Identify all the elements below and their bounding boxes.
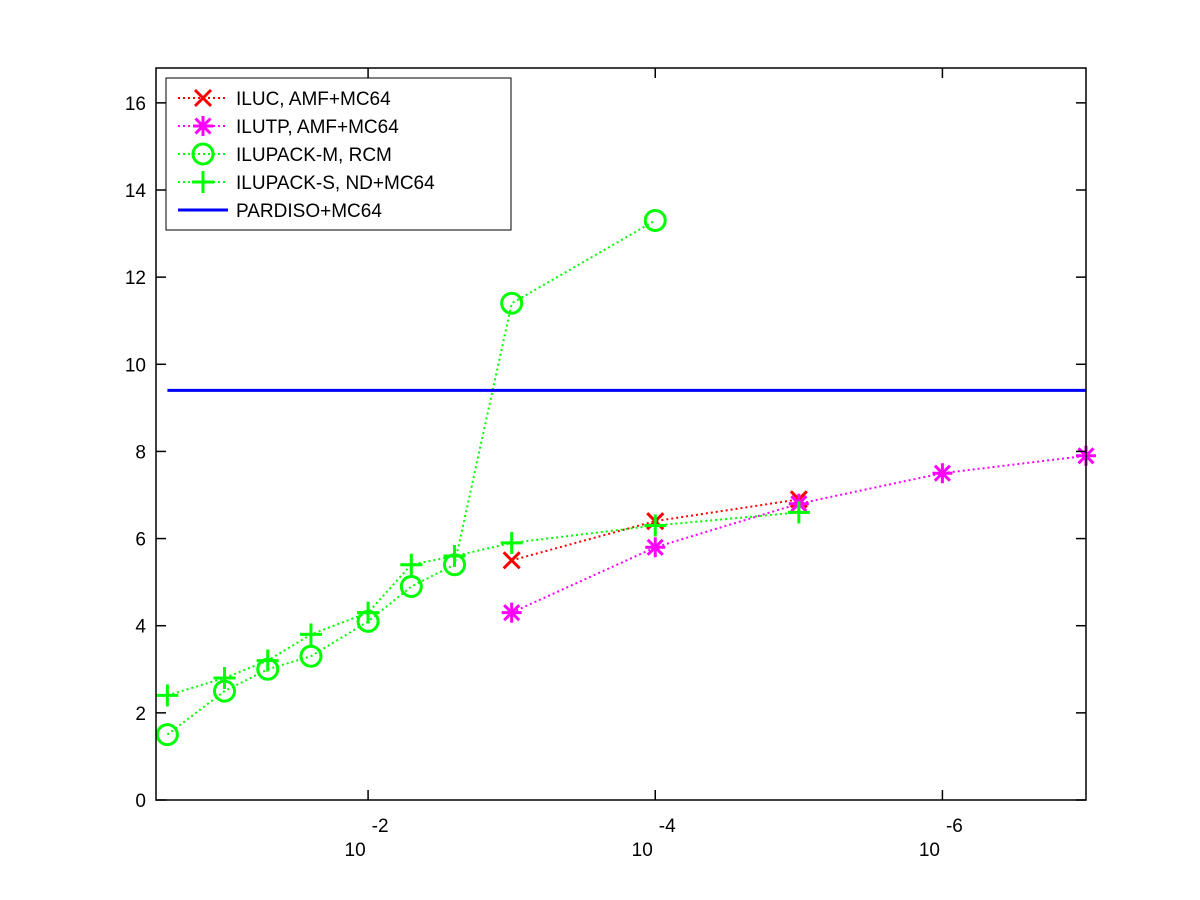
legend-marker-1 <box>193 88 213 108</box>
data-point-series-3 <box>399 575 423 598</box>
data-point-series-4 <box>400 553 423 576</box>
legend: ILUC, AMF+MC64 ILUTP, AMF+MC64 ILUPACK-M, … <box>165 77 512 231</box>
y-tick-label: 10 <box>125 355 146 376</box>
y-tick-label: 16 <box>125 94 146 115</box>
data-point-series-4 <box>256 649 279 672</box>
legend-label-3: ILUPACK-M, RCM <box>236 145 392 166</box>
y-tick-label: 2 <box>135 704 146 725</box>
y-tick-label: 14 <box>125 181 147 202</box>
legend-label-4: ILUPACK-S, ND+MC64 <box>236 173 435 194</box>
marker-stroke <box>399 575 423 598</box>
x-tick-label-exponent: -6 <box>946 816 963 837</box>
series-line-4 <box>167 511 799 697</box>
data-point-series-3 <box>299 644 323 668</box>
series-line-1 <box>511 498 799 562</box>
data-point-series-4 <box>299 623 322 646</box>
data-point-series-4 <box>156 684 179 707</box>
data-point-series-2 <box>501 602 522 623</box>
y-tick-label: 0 <box>135 791 146 812</box>
legend-label-1: ILUC, AMF+MC64 <box>236 89 391 110</box>
data-point-series-3 <box>155 723 179 747</box>
marker-stroke <box>299 644 323 668</box>
x-tick-label-exponent: -2 <box>372 816 389 837</box>
x-tick-label-base: 10 <box>919 840 940 861</box>
legend-marker-3 <box>191 142 215 166</box>
x-tick-label-base: 10 <box>632 840 653 861</box>
marker-stroke <box>502 551 521 570</box>
x-tick-label-exponent: -4 <box>659 816 676 837</box>
data-point-series-4 <box>644 514 667 537</box>
legend-label-2: ILUTP, AMF+MC64 <box>236 117 399 138</box>
marker-stroke <box>503 604 521 622</box>
marker-stroke <box>194 117 212 135</box>
axes-box <box>155 67 1087 801</box>
axes: 0 2 4 6 8 10 12 14 16 10 -2 10 -4 10 -6 <box>125 67 1087 861</box>
series-line-2 <box>511 454 1087 614</box>
marker-stroke <box>191 142 215 166</box>
marker-stroke <box>193 88 213 108</box>
y-tick-label: 6 <box>135 530 146 551</box>
data-point-series-4 <box>443 545 466 567</box>
marker-stroke <box>500 291 524 315</box>
data-point-series-1 <box>502 551 521 570</box>
plot-area <box>155 209 1096 747</box>
data-point-series-4 <box>787 501 810 524</box>
data-point-series-3 <box>500 291 524 315</box>
data-point-series-2 <box>645 537 666 558</box>
y-tick-label: 4 <box>135 617 146 638</box>
data-point-series-2 <box>932 463 953 484</box>
legend-marker-2 <box>193 116 213 136</box>
marker-stroke <box>646 538 664 556</box>
marker-stroke <box>643 209 667 232</box>
y-tick-label: 8 <box>135 442 146 463</box>
data-point-series-4 <box>500 531 523 554</box>
marker-stroke <box>155 723 179 747</box>
data-point-series-4 <box>213 667 236 689</box>
x-tick-label-base: 10 <box>345 840 366 861</box>
y-tick-label: 12 <box>125 268 146 289</box>
marker-stroke <box>933 464 951 482</box>
data-point-series-3 <box>643 209 667 232</box>
legend-label-5: PARDISO+MC64 <box>236 201 382 222</box>
legend-marker-4 <box>192 171 214 193</box>
data-point-series-4 <box>357 601 380 624</box>
